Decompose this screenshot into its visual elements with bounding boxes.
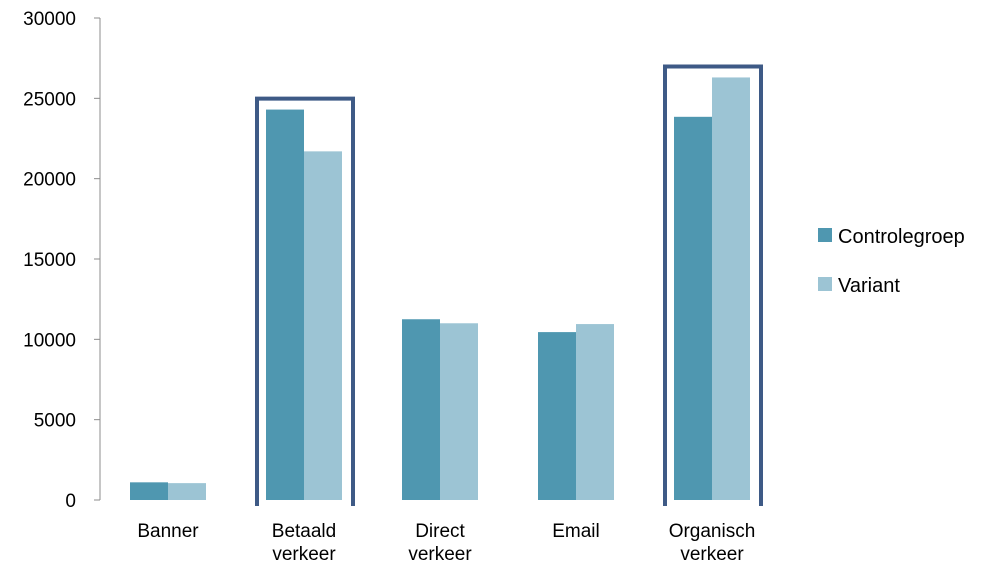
bar-variant-email: [576, 324, 614, 500]
x-tick-label-banner: Banner: [137, 521, 199, 542]
y-tick-label: 30000: [23, 9, 76, 30]
bar-controlegroep-email: [538, 332, 576, 500]
x-tick-label-organisch-verkeer: Organisch verkeer: [669, 521, 756, 565]
y-tick-label: 15000: [23, 250, 76, 271]
legend-swatch-controlegroep: [818, 228, 832, 242]
category-labels: Banner Betaald verkeer Direct verkeer Email Or…: [137, 521, 755, 565]
bar-variant-banner: [168, 483, 206, 500]
bar-variant-organisch-verkeer: [712, 77, 750, 501]
y-tick-label: 0: [65, 491, 76, 512]
legend: Controlegroep Variant: [818, 226, 965, 297]
legend-label-controlegroep: Controlegroep: [838, 226, 965, 248]
bar-controlegroep-banner: [130, 482, 168, 500]
y-tick-label: 5000: [34, 411, 76, 432]
x-tick-label-direct-verkeer: Direct verkeer: [408, 521, 472, 565]
bar-controlegroep-direct-verkeer: [402, 319, 440, 500]
legend-label-variant: Variant: [838, 275, 900, 297]
y-tick-label: 10000: [23, 330, 76, 351]
y-tick-label: 25000: [23, 89, 76, 110]
x-tick-label-betaald-verkeer: Betaald verkeer: [272, 521, 337, 565]
bars: [130, 77, 750, 501]
bar-variant-betaald-verkeer: [304, 151, 342, 500]
axes: 0 5000 10000 15000 20000 25000 30000: [23, 9, 101, 512]
x-tick-label-email: Email: [552, 521, 600, 542]
highlight-box-betaald-verkeer: [255, 96, 355, 506]
highlight-box-organisch-verkeer: [663, 64, 763, 506]
y-tick-label: 20000: [23, 170, 76, 191]
bar-variant-direct-verkeer: [440, 323, 478, 500]
legend-swatch-variant: [818, 277, 832, 291]
bar-controlegroep-organisch-verkeer: [674, 116, 712, 500]
bar-controlegroep-betaald-verkeer: [266, 109, 304, 500]
highlight-boxes: [255, 64, 763, 506]
